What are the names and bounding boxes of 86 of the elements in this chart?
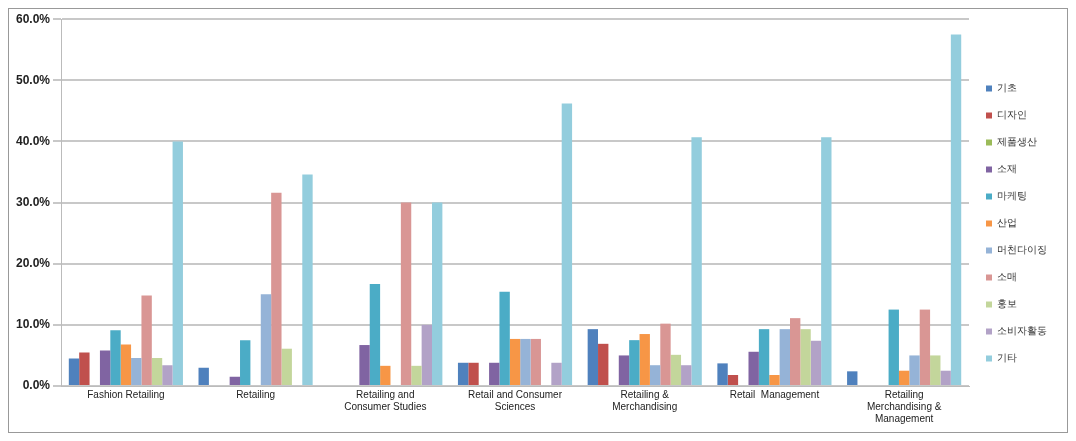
legend-label: 마케팅 bbox=[997, 190, 1027, 202]
bar bbox=[457, 362, 469, 385]
legend-label: 산업 bbox=[997, 217, 1017, 229]
bar bbox=[302, 174, 313, 385]
bar bbox=[172, 141, 183, 385]
bar bbox=[380, 365, 391, 385]
bar bbox=[110, 330, 121, 385]
bar bbox=[468, 362, 479, 385]
bar bbox=[359, 345, 370, 385]
bar bbox=[930, 355, 941, 385]
bar bbox=[810, 340, 822, 385]
bar bbox=[727, 375, 739, 385]
y-tick-label: 10.0% bbox=[15, 317, 51, 332]
bar bbox=[162, 365, 173, 385]
legend-label: 기초 bbox=[997, 82, 1017, 94]
bar bbox=[649, 365, 661, 385]
bar bbox=[68, 358, 80, 385]
bar bbox=[681, 365, 692, 385]
bar bbox=[587, 329, 599, 385]
bar bbox=[847, 371, 858, 385]
bar bbox=[950, 34, 962, 385]
bar bbox=[909, 355, 920, 385]
bar bbox=[940, 370, 951, 385]
legend-label: 홍보 bbox=[997, 298, 1017, 310]
bar bbox=[421, 324, 432, 385]
x-tick-label: Retail Management bbox=[729, 388, 820, 400]
legend-label: 디자인 bbox=[997, 109, 1027, 121]
bar bbox=[717, 363, 728, 385]
legend-label: 소재 bbox=[997, 163, 1017, 175]
y-tick-label: 50.0% bbox=[15, 72, 51, 87]
bar bbox=[432, 202, 443, 385]
y-tick-label: 40.0% bbox=[15, 133, 51, 148]
bar bbox=[509, 338, 521, 385]
bar bbox=[79, 352, 90, 385]
bar bbox=[790, 318, 801, 385]
bar bbox=[800, 329, 811, 385]
bar bbox=[779, 329, 790, 385]
x-tick-label: Retailing bbox=[236, 388, 276, 400]
bar bbox=[369, 283, 381, 385]
bar bbox=[499, 291, 510, 385]
legend-label: 소매 bbox=[997, 271, 1017, 283]
y-tick-label: 30.0% bbox=[15, 194, 51, 209]
bar bbox=[639, 334, 650, 385]
bar bbox=[520, 338, 531, 385]
x-tick-label: Fashion Retailing bbox=[87, 388, 165, 400]
bar bbox=[229, 376, 241, 385]
legend-label: 제품생산 bbox=[997, 136, 1037, 148]
bar bbox=[758, 329, 770, 385]
bar bbox=[400, 202, 412, 385]
bar bbox=[898, 370, 910, 385]
legend-label: 기타 bbox=[997, 352, 1017, 364]
bar bbox=[489, 362, 500, 385]
bar bbox=[821, 137, 832, 385]
bar bbox=[151, 357, 163, 385]
bar bbox=[660, 323, 671, 385]
bar bbox=[260, 294, 272, 385]
bar bbox=[120, 344, 132, 385]
legend-label: 머천다이징 bbox=[997, 244, 1047, 256]
bar bbox=[919, 309, 931, 385]
bar bbox=[551, 362, 562, 385]
bar bbox=[141, 295, 152, 385]
bar bbox=[769, 375, 780, 385]
y-tick-label: 0.0% bbox=[22, 378, 51, 393]
bar bbox=[281, 348, 292, 385]
bar bbox=[598, 343, 609, 385]
bar bbox=[618, 355, 630, 385]
bar bbox=[271, 192, 282, 385]
bar bbox=[670, 354, 682, 385]
x-tick-label: Retail and Consumer Sciences bbox=[468, 388, 563, 412]
bar bbox=[99, 350, 111, 385]
x-tick-label: Retailing and Consumer Studies bbox=[344, 388, 427, 412]
bar bbox=[240, 340, 251, 385]
bar bbox=[629, 340, 640, 385]
y-tick-label: 60.0% bbox=[15, 11, 51, 26]
x-tick-label: Retailing Merchandising & Management bbox=[866, 388, 942, 424]
x-tick-label: Retailing & Merchandising bbox=[612, 388, 678, 412]
bar bbox=[561, 103, 573, 385]
bar bbox=[748, 351, 759, 385]
y-tick-label: 20.0% bbox=[15, 256, 51, 271]
bar bbox=[131, 357, 142, 385]
bar bbox=[411, 365, 422, 385]
bar bbox=[530, 338, 541, 385]
bar bbox=[198, 367, 209, 385]
bar bbox=[888, 309, 899, 385]
bar bbox=[691, 137, 702, 385]
legend-label: 소비자활동 bbox=[997, 325, 1047, 337]
